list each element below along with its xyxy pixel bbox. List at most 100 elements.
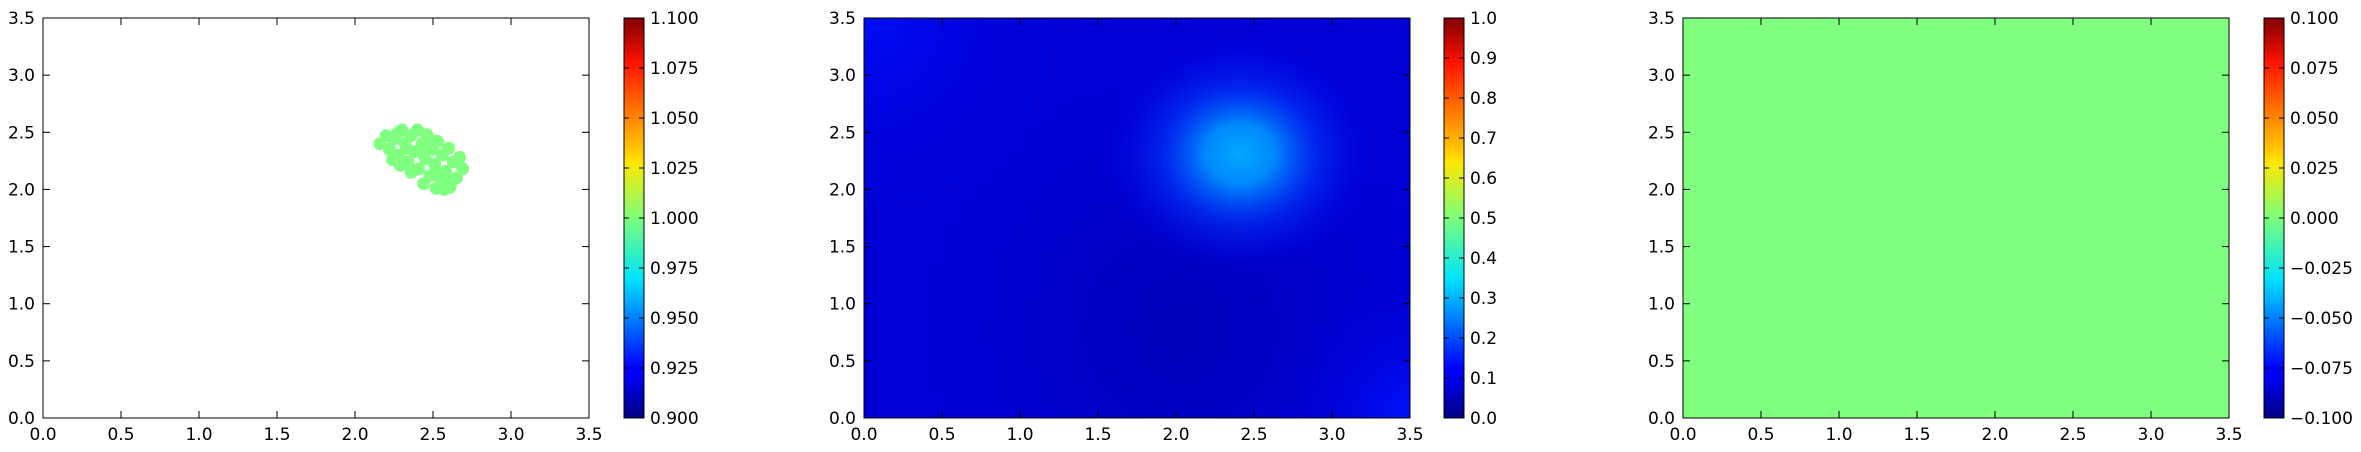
plot-frame-1: [42, 17, 590, 419]
colorbar-tick-label: 0.3: [1470, 289, 1497, 309]
colorbar-tick-label: 0.900: [650, 409, 699, 429]
y-tick-label: 0.0: [8, 409, 35, 429]
chart-panel-2: 0.0 0.5 1.0 1.5 2.0 2.5 3.0 3.5 0.0 0.5 1.0 1.5 2.0…: [829, 9, 1497, 445]
chart-panel-3: 0.0 0.5 1.0 1.5 2.0 2.5 3.0 3.5 0.0 0.5 1.0 1.5 2.0…: [1648, 9, 2353, 445]
y-tick-label: 1.5: [829, 238, 856, 258]
x-tick-label: 0.5: [1747, 425, 1774, 445]
colorbar-tick-label: 0.025: [2290, 159, 2339, 179]
x-tick-label: 0.0: [850, 425, 877, 445]
x-tick-label: 1.0: [1006, 425, 1033, 445]
y-tick-label: 1.0: [8, 295, 35, 315]
x-tick-label: 1.5: [1084, 425, 1111, 445]
y-axis-3: 0.0 0.5 1.0 1.5 2.0 2.5 3.0 3.5: [1648, 9, 2229, 429]
scatter-point: [456, 162, 470, 176]
colorbar-tick-label: −0.075: [2290, 359, 2353, 379]
colorbar-tick-label: 0.9: [1470, 49, 1497, 69]
y-tick-label: 3.0: [8, 66, 35, 86]
scatter-point: [442, 141, 456, 155]
scatter-point: [382, 142, 396, 156]
colorbar-tick-label: −0.025: [2290, 259, 2353, 279]
scatter-point: [423, 132, 437, 146]
x-tick-label: 1.5: [263, 425, 290, 445]
x-tick-label: 0.5: [107, 425, 134, 445]
x-tick-label: 3.0: [1318, 425, 1345, 445]
scatter-point: [442, 173, 456, 187]
colorbar-tick-label: 0.075: [2290, 59, 2339, 79]
colorbar-tick-label: 0.6: [1470, 169, 1497, 189]
scatter-point: [404, 165, 418, 179]
colorbar-axis-1: 0.900 0.925 0.950 0.975 1.000 1.025 1.050 1.075…: [624, 9, 699, 429]
plot-frame-3: [1682, 17, 2230, 419]
y-tick-label: 3.0: [1648, 66, 1675, 86]
colorbar-tick-label: 1.0: [1470, 9, 1497, 29]
x-tick-label: 0.5: [928, 425, 955, 445]
colorbar-tick-label: 0.925: [650, 359, 699, 379]
x-tick-label: 2.0: [1162, 425, 1189, 445]
plot-frame-2: [863, 17, 1411, 419]
y-tick-label: 2.0: [8, 180, 35, 200]
y-tick-label: 2.0: [829, 180, 856, 200]
colorbar-axis-2: 0.0 0.1 0.2 0.3 0.4 0.5 0.6 0.7 0.8 0.9 1.0: [1444, 9, 1497, 429]
x-tick-label: 1.0: [1825, 425, 1852, 445]
y-tick-label: 2.5: [8, 123, 35, 143]
y-axis-1: 0.0 0.5 1.0 1.5 2.0 2.5 3.0 3.5: [8, 9, 589, 429]
scatter-points: [373, 123, 470, 196]
y-tick-label: 2.5: [829, 123, 856, 143]
colorbar-tick-label: 0.4: [1470, 249, 1497, 269]
colorbar-tick-label: 0.000: [2290, 209, 2339, 229]
scatter-point: [417, 177, 431, 191]
y-tick-label: 3.5: [8, 9, 35, 29]
colorbar-tick-label: 0.7: [1470, 129, 1497, 149]
x-tick-label: 3.0: [2137, 425, 2164, 445]
y-tick-label: 2.0: [1648, 180, 1675, 200]
x-tick-label: 0.0: [1669, 425, 1696, 445]
x-tick-label: 3.0: [497, 425, 524, 445]
x-axis-1: 0.0 0.5 1.0 1.5 2.0 2.5 3.0 3.5: [29, 18, 603, 445]
scatter-point: [432, 166, 446, 180]
scatter-point: [390, 126, 404, 140]
x-tick-label: 2.5: [1240, 425, 1267, 445]
colorbar-tick-label: 0.975: [650, 259, 699, 279]
colorbar-tick-label: 1.000: [650, 209, 699, 229]
y-tick-label: 0.5: [1648, 352, 1675, 372]
scatter-point: [453, 150, 467, 164]
heatmap-field: [864, 18, 1410, 418]
x-tick-label: 1.5: [1903, 425, 1930, 445]
x-tick-label: 1.0: [185, 425, 212, 445]
x-axis-3: 0.0 0.5 1.0 1.5 2.0 2.5 3.0 3.5: [1669, 18, 2243, 445]
scatter-point: [414, 145, 428, 159]
colorbar-tick-label: 0.8: [1470, 89, 1497, 109]
colorbar-tick-label: 0.5: [1470, 209, 1497, 229]
y-tick-label: 1.5: [8, 238, 35, 258]
colorbar-axis-3: −0.100 −0.075 −0.050 −0.025 0.000 0.025 0.050 0…: [2264, 9, 2353, 429]
y-tick-label: 3.5: [829, 9, 856, 29]
colorbar-tick-label: −0.100: [2290, 409, 2353, 429]
x-tick-label: 0.0: [29, 425, 56, 445]
y-tick-label: 1.0: [829, 295, 856, 315]
scatter-point: [399, 141, 413, 155]
scatter-point: [393, 158, 407, 172]
x-tick-label: 2.5: [419, 425, 446, 445]
colorbar-tick-label: 0.0: [1470, 409, 1497, 429]
colorbar-tick-label: 0.1: [1470, 369, 1497, 389]
y-tick-label: 3.5: [1648, 9, 1675, 29]
x-tick-label: 3.5: [1396, 425, 1423, 445]
y-tick-label: 2.5: [1648, 123, 1675, 143]
y-axis-2: 0.0 0.5 1.0 1.5 2.0 2.5 3.0 3.5: [829, 9, 1410, 429]
colorbar-tick-label: 1.025: [650, 159, 699, 179]
y-tick-label: 1.5: [1648, 238, 1675, 258]
colorbar-tick-label: 0.950: [650, 309, 699, 329]
colorbar-tick-label: 0.050: [2290, 109, 2339, 129]
y-tick-label: 0.0: [1648, 409, 1675, 429]
colorbar-tick-label: 1.100: [650, 9, 699, 29]
x-tick-label: 2.0: [341, 425, 368, 445]
y-tick-label: 3.0: [829, 66, 856, 86]
colorbar-tick-label: 1.050: [650, 109, 699, 129]
colorbar-tick-label: 0.2: [1470, 329, 1497, 349]
x-tick-label: 2.5: [2059, 425, 2086, 445]
chart-panel-1: 0.0 0.5 1.0 1.5 2.0 2.5 3.0 3.5 0.0 0.5 1.0 1.5 2.0…: [8, 9, 699, 445]
colorbar-tick-label: −0.050: [2290, 309, 2353, 329]
uniform-field: [1683, 18, 2229, 418]
x-tick-label: 3.5: [575, 425, 602, 445]
